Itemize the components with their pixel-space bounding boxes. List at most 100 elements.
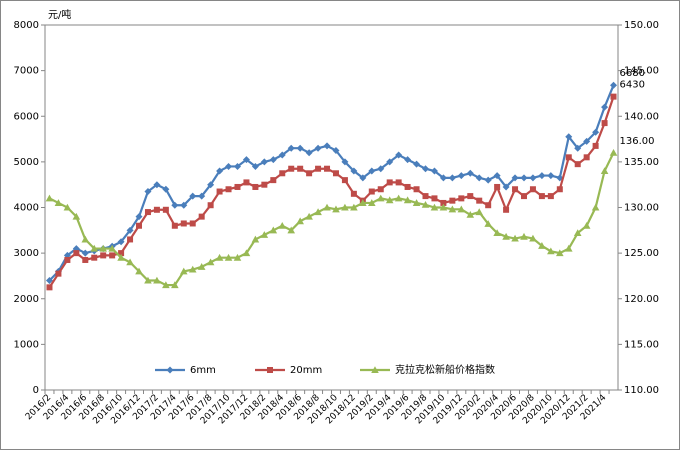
point [126,258,134,266]
point [466,211,475,218]
point [377,186,384,193]
point [609,148,618,156]
point [314,208,322,216]
point [574,161,581,168]
point [457,172,465,180]
y2-tick-label: 140.00 [624,111,659,122]
point [207,181,215,189]
point [332,146,340,154]
point [601,103,609,111]
point [197,263,206,270]
point [162,281,170,289]
point [475,174,483,182]
point [171,201,179,209]
point [323,142,331,150]
point [592,128,600,136]
point [439,174,447,182]
point [269,156,277,164]
point [166,366,174,374]
point [493,229,501,237]
point [207,202,214,209]
point [55,270,62,277]
point [493,172,501,180]
point [189,220,196,227]
y-tick-label: 6000 [14,111,39,122]
point [403,196,412,204]
point [564,244,573,252]
y-tick-label: 4000 [14,203,39,214]
point [64,256,71,263]
point [512,186,519,193]
point [341,203,349,211]
point [394,194,403,202]
point [127,236,134,243]
point [135,267,143,275]
point [267,367,273,373]
point [341,158,349,166]
point [503,206,510,213]
point [359,199,367,206]
point [439,203,448,211]
data-label: 136.00 [620,136,655,147]
point [216,188,223,195]
point [377,165,385,173]
point [198,192,206,200]
point [422,165,430,173]
point [431,195,438,202]
point [385,196,394,204]
point [45,277,53,284]
point [296,217,304,225]
y-tick-label: 8000 [14,20,39,31]
point [153,276,161,284]
point [476,197,483,204]
point [260,158,268,166]
series-line [48,152,615,287]
point [296,144,304,152]
point [189,192,197,200]
point [467,193,474,200]
point [601,120,608,127]
point [297,165,304,172]
point [73,250,80,257]
point [583,137,591,145]
series-line [48,96,615,288]
point [206,258,215,266]
point [440,199,447,206]
point [144,209,151,216]
legend-label: 克拉克松新船价格指数 [395,363,495,376]
point [215,253,224,261]
point [484,176,492,184]
point [395,151,403,159]
data-label: 6680 [620,68,645,79]
point [485,202,492,209]
point [511,234,519,242]
point [448,205,457,213]
point [547,193,554,200]
point [538,193,545,200]
point [484,220,492,227]
point [72,212,81,220]
point [565,133,573,141]
point [421,200,430,208]
point [448,174,456,182]
point [144,276,152,284]
point [350,203,358,211]
point [63,203,72,211]
point [251,162,259,170]
point [511,174,519,182]
point [251,235,260,243]
point [315,165,322,172]
point [556,186,563,193]
point [413,160,421,168]
point [162,206,169,213]
point [412,199,421,206]
y2-tick-label: 130.00 [624,203,659,214]
y-tick-label: 2000 [14,294,39,305]
point [278,151,286,159]
point [449,197,456,204]
point [368,167,376,175]
point [108,244,116,252]
point [323,203,331,211]
legend-label: 20mm [290,365,322,376]
